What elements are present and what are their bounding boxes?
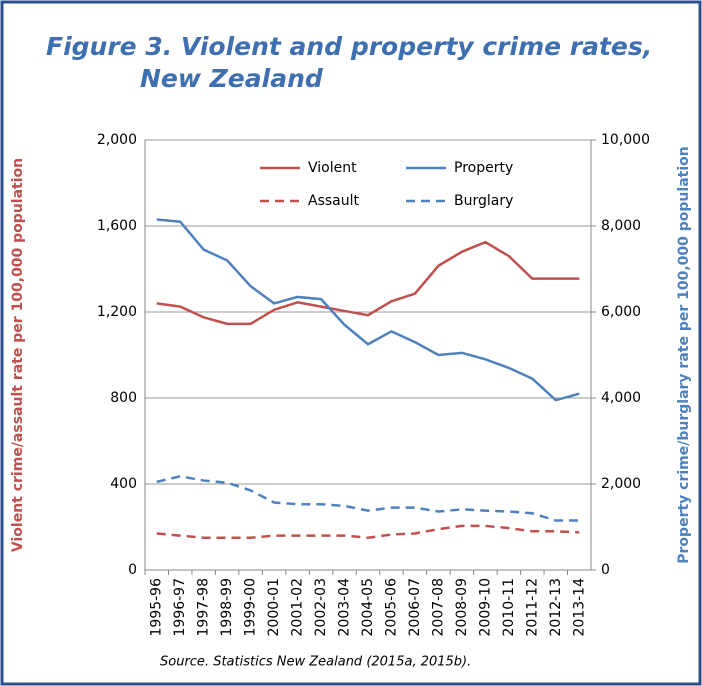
x-tick-label: 2001-02 bbox=[290, 578, 306, 637]
x-tick-label: 1997-98 bbox=[196, 578, 212, 637]
y2-tick-label: 6,000 bbox=[601, 304, 641, 320]
y-tick-label: 0 bbox=[128, 562, 137, 578]
legend-label: Assault bbox=[308, 193, 360, 209]
x-tick-label: 2003-04 bbox=[337, 578, 353, 637]
legend-label: Burglary bbox=[454, 193, 513, 209]
y-tick-label: 1,600 bbox=[97, 218, 137, 234]
x-tick-label: 2002-03 bbox=[313, 578, 329, 637]
series-line bbox=[156, 240, 580, 326]
x-tick-label: 2008-09 bbox=[454, 578, 470, 637]
x-tick-label: 2005-06 bbox=[383, 578, 399, 637]
x-tick-label: 2004-05 bbox=[360, 578, 376, 637]
y2-tick-label: 2,000 bbox=[601, 476, 641, 492]
chart-title: New Zealand bbox=[140, 64, 324, 93]
x-tick-label: 1995-96 bbox=[149, 578, 165, 637]
x-tick-label: 2000-01 bbox=[266, 578, 282, 637]
x-tick-label: 2011-12 bbox=[524, 578, 540, 637]
y2-tick-label: 8,000 bbox=[601, 218, 641, 234]
x-tick-label: 1996-97 bbox=[172, 578, 188, 637]
x-tick-label: 2013-14 bbox=[571, 578, 587, 637]
y-tick-label: 2,000 bbox=[97, 132, 137, 148]
series-line bbox=[156, 218, 580, 402]
y-axis-label: Violent crime/assault rate per 100,000 p… bbox=[10, 158, 26, 552]
y2-tick-label: 10,000 bbox=[601, 132, 650, 148]
x-tick-label: 1998-99 bbox=[219, 578, 235, 637]
series-line bbox=[156, 524, 580, 540]
y-tick-label: 1,200 bbox=[97, 304, 137, 320]
y2-tick-label: 4,000 bbox=[601, 390, 641, 406]
y2-tick-label: 0 bbox=[601, 562, 610, 578]
y2-axis-label: Property crime/burglary rate per 100,000… bbox=[676, 146, 692, 563]
x-tick-label: 2009-10 bbox=[477, 578, 493, 637]
x-tick-label: 2006-07 bbox=[407, 578, 423, 637]
legend-label: Property bbox=[454, 160, 513, 176]
source: Source. Statistics New Zealand (2015a, 2… bbox=[160, 655, 471, 670]
y-tick-label: 800 bbox=[110, 390, 137, 406]
x-tick-label: 2010-11 bbox=[501, 578, 517, 637]
y-tick-label: 400 bbox=[110, 476, 137, 492]
x-tick-label: 2007-08 bbox=[430, 578, 446, 637]
chart-title: Figure 3. Violent and property crime rat… bbox=[46, 32, 652, 61]
legend-label: Violent bbox=[308, 160, 357, 176]
x-tick-label: 2012-13 bbox=[548, 578, 564, 637]
series-line bbox=[156, 474, 580, 522]
x-tick-label: 1999-00 bbox=[243, 578, 259, 637]
